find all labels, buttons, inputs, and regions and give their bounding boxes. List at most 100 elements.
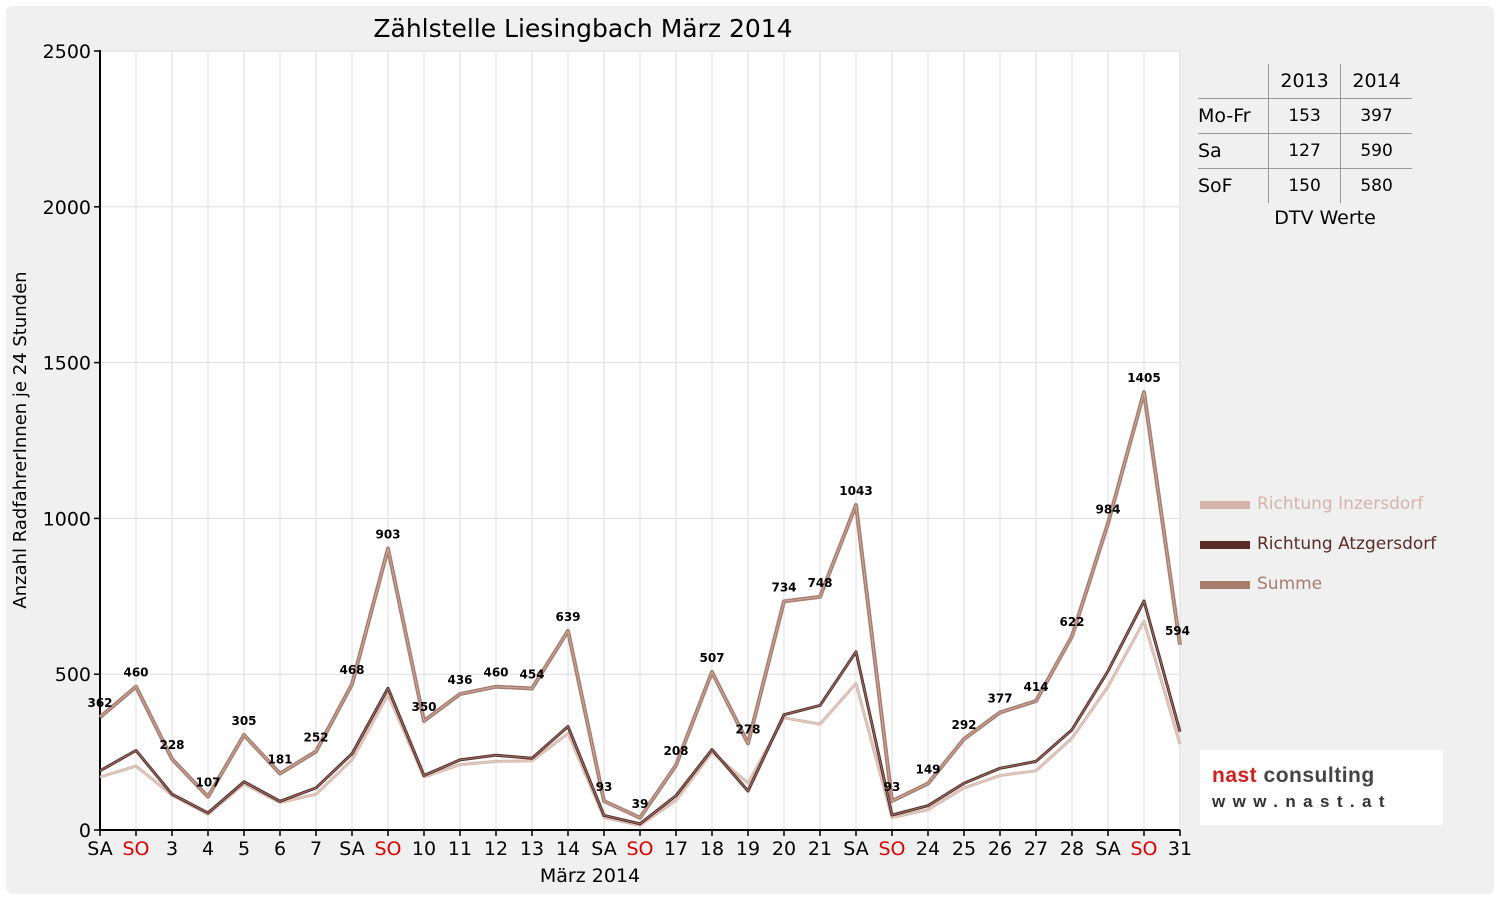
x-tick-label: SA [1095, 838, 1120, 860]
x-tick-label: SO [878, 838, 905, 860]
dtv-table: 2013 2014 Mo-Fr 153 397 Sa 127 590 SoF 1… [1198, 64, 1412, 229]
series-line-highlight-3 [99, 391, 1181, 819]
dtv-row-label: Sa [1198, 133, 1269, 169]
data-label: 734 [771, 580, 796, 594]
dtv-value-2013: 153 [1267, 98, 1341, 134]
dtv-value-2013: 150 [1267, 168, 1341, 203]
data-label: 362 [87, 696, 112, 710]
dtv-col-2013: 2013 [1267, 64, 1341, 99]
series-line-highlight-2 [99, 600, 1181, 825]
data-label: 414 [1023, 680, 1048, 694]
data-label: 984 [1095, 502, 1120, 516]
dtv-row-label: SoF [1198, 168, 1269, 203]
data-label: 107 [195, 776, 220, 790]
legend-swatch-inzersdorf [1200, 501, 1250, 509]
data-label: 1043 [839, 484, 872, 498]
chart-title: Zählstelle Liesingbach März 2014 [373, 14, 792, 43]
x-tick-label: 11 [448, 838, 472, 860]
dtv-caption: DTV Werte [1274, 207, 1376, 229]
data-label: 252 [303, 730, 328, 744]
dtv-header-row: 2013 2014 [1198, 64, 1412, 99]
x-tick-label: 26 [988, 838, 1012, 860]
x-tick-label: 25 [952, 838, 976, 860]
legend-label-atzgersdorf: Richtung Atzgersdorf [1257, 534, 1437, 554]
x-tick-label: 21 [808, 838, 832, 860]
dtv-row: Sa 127 590 [1198, 133, 1412, 169]
x-tick-label: SA [591, 838, 616, 860]
x-tick-label: 28 [1060, 838, 1084, 860]
data-label: 507 [699, 651, 724, 665]
logo-word-consulting: consulting [1263, 764, 1375, 787]
x-tick-label: 4 [202, 838, 214, 860]
x-tick-label: SO [374, 838, 401, 860]
series-line-3 [98, 390, 1182, 820]
y-tick-label: 500 [55, 664, 91, 686]
x-tick-label: 19 [736, 838, 760, 860]
x-tick-label: 17 [664, 838, 688, 860]
x-tick-label: 13 [520, 838, 544, 860]
dtv-value-2014: 590 [1340, 133, 1412, 169]
data-label: 278 [735, 722, 760, 736]
legend-swatch-atzgersdorf [1200, 541, 1250, 549]
logo-word-nast: nast [1212, 764, 1258, 787]
legend-label-summe: Summe [1257, 574, 1323, 594]
data-label: 292 [951, 718, 976, 732]
legend-label-inzersdorf: Richtung Inzersdorf [1257, 494, 1424, 514]
data-label: 903 [375, 528, 400, 542]
data-label: 1405 [1127, 371, 1160, 385]
x-tick-label: SO [122, 838, 149, 860]
logo-wordmark: nast consulting [1212, 764, 1375, 788]
dtv-row: SoF 150 580 [1198, 168, 1412, 203]
dtv-row-label: Mo-Fr [1198, 98, 1269, 134]
y-axis-label: Anzahl RadfahrerInnen je 24 Stunden [10, 271, 31, 608]
data-label: 93 [596, 780, 613, 794]
data-label: 93 [884, 780, 901, 794]
x-tick-label: 6 [274, 838, 286, 860]
x-tick-label: 10 [412, 838, 436, 860]
data-label: 228 [159, 738, 184, 752]
x-tick-label: 27 [1024, 838, 1048, 860]
x-axis-label: März 2014 [540, 865, 640, 887]
data-label: 639 [555, 610, 580, 624]
dtv-value-2013: 127 [1267, 133, 1341, 169]
x-tick-label: 3 [166, 838, 178, 860]
data-label: 149 [915, 763, 940, 777]
x-tick-label: 12 [484, 838, 508, 860]
series-line-2 [99, 599, 1182, 826]
dtv-value-2014: 397 [1340, 98, 1412, 134]
x-tick-label: 5 [238, 838, 250, 860]
x-tick-label: SO [626, 838, 653, 860]
x-tick-label: SO [1130, 838, 1157, 860]
data-label: 350 [411, 700, 436, 714]
y-tick-label: 1500 [43, 353, 91, 375]
dtv-row: Mo-Fr 153 397 [1198, 98, 1412, 134]
x-tick-label: 31 [1168, 838, 1192, 860]
data-label: 622 [1059, 615, 1084, 629]
data-label: 208 [663, 744, 688, 758]
data-label: 305 [231, 714, 256, 728]
y-tick-label: 2500 [43, 41, 91, 63]
company-logo: nast consulting www.nast.at [1200, 750, 1443, 825]
dtv-value-2014: 580 [1340, 168, 1412, 203]
legend-swatch-summe [1200, 581, 1250, 589]
data-label: 436 [447, 673, 472, 687]
y-tick-label: 0 [79, 820, 91, 842]
dtv-col-2014: 2014 [1340, 64, 1412, 99]
data-label: 454 [519, 668, 544, 682]
x-tick-label: 18 [700, 838, 724, 860]
data-label: 460 [123, 666, 148, 680]
data-label: 468 [339, 663, 364, 677]
data-label: 39 [632, 797, 649, 811]
logo-url: www.nast.at [1212, 792, 1392, 811]
data-label: 748 [807, 576, 832, 590]
data-label: 460 [483, 666, 508, 680]
x-tick-label: SA [87, 838, 112, 860]
data-label: 377 [987, 692, 1012, 706]
x-tick-label: 24 [916, 838, 940, 860]
x-tick-label: 20 [772, 838, 796, 860]
x-tick-label: SA [843, 838, 868, 860]
x-tick-label: 7 [310, 838, 322, 860]
x-tick-label: SA [339, 838, 364, 860]
x-tick-label: 14 [556, 838, 580, 860]
